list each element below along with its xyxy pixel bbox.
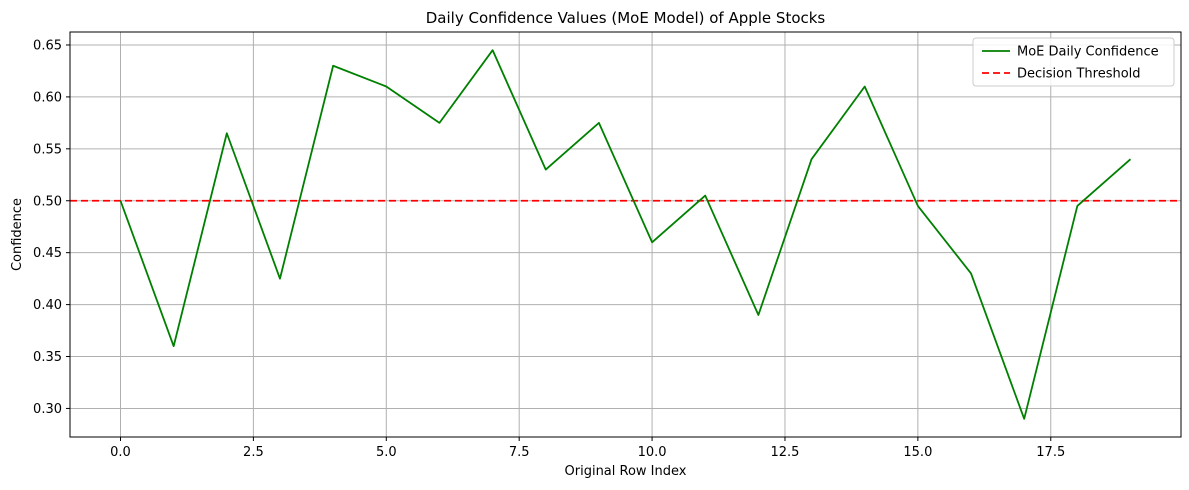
x-tick-label: 5.0 xyxy=(376,445,397,460)
x-tick-label: 10.0 xyxy=(638,445,667,460)
x-tick-label: 2.5 xyxy=(243,445,264,460)
legend-box xyxy=(972,37,1175,87)
y-tick-label: 0.50 xyxy=(33,194,62,209)
x-axis: 0.0 2.5 5.0 7.5 10.0 12.5 15.0 17.5 xyxy=(110,437,1065,460)
legend: MoE Daily Confidence Decision Threshold xyxy=(972,37,1175,87)
x-axis-title: Original Row Index xyxy=(565,464,687,479)
plot-area xyxy=(70,49,1181,420)
y-axis-title: Confidence xyxy=(10,198,25,271)
x-tick-label: 15.0 xyxy=(903,445,932,460)
y-tick-label: 0.45 xyxy=(33,246,62,261)
x-tick-label: 17.5 xyxy=(1036,445,1065,460)
chart-title: Daily Confidence Values (MoE Model) of A… xyxy=(426,9,826,27)
y-tick-label: 0.40 xyxy=(33,298,62,313)
y-tick-label: 0.60 xyxy=(33,90,62,105)
x-tick-label: 12.5 xyxy=(770,445,799,460)
series-line xyxy=(119,49,1132,420)
y-tick-label: 0.35 xyxy=(33,350,62,365)
y-tick-label: 0.30 xyxy=(33,402,62,417)
legend-label-decision-threshold: Decision Threshold xyxy=(1017,67,1141,82)
y-tick-label: 0.55 xyxy=(33,142,62,157)
grid xyxy=(70,32,1181,437)
y-tick-label: 0.65 xyxy=(33,38,62,53)
y-axis: 0.30 0.35 0.40 0.45 0.50 0.55 0.60 0.65 xyxy=(33,38,70,417)
x-tick-label: 7.5 xyxy=(509,445,530,460)
x-tick-label: 0.0 xyxy=(110,445,131,460)
legend-label-moe-daily-confidence: MoE Daily Confidence xyxy=(1017,45,1159,60)
plot-frame xyxy=(69,31,1182,438)
